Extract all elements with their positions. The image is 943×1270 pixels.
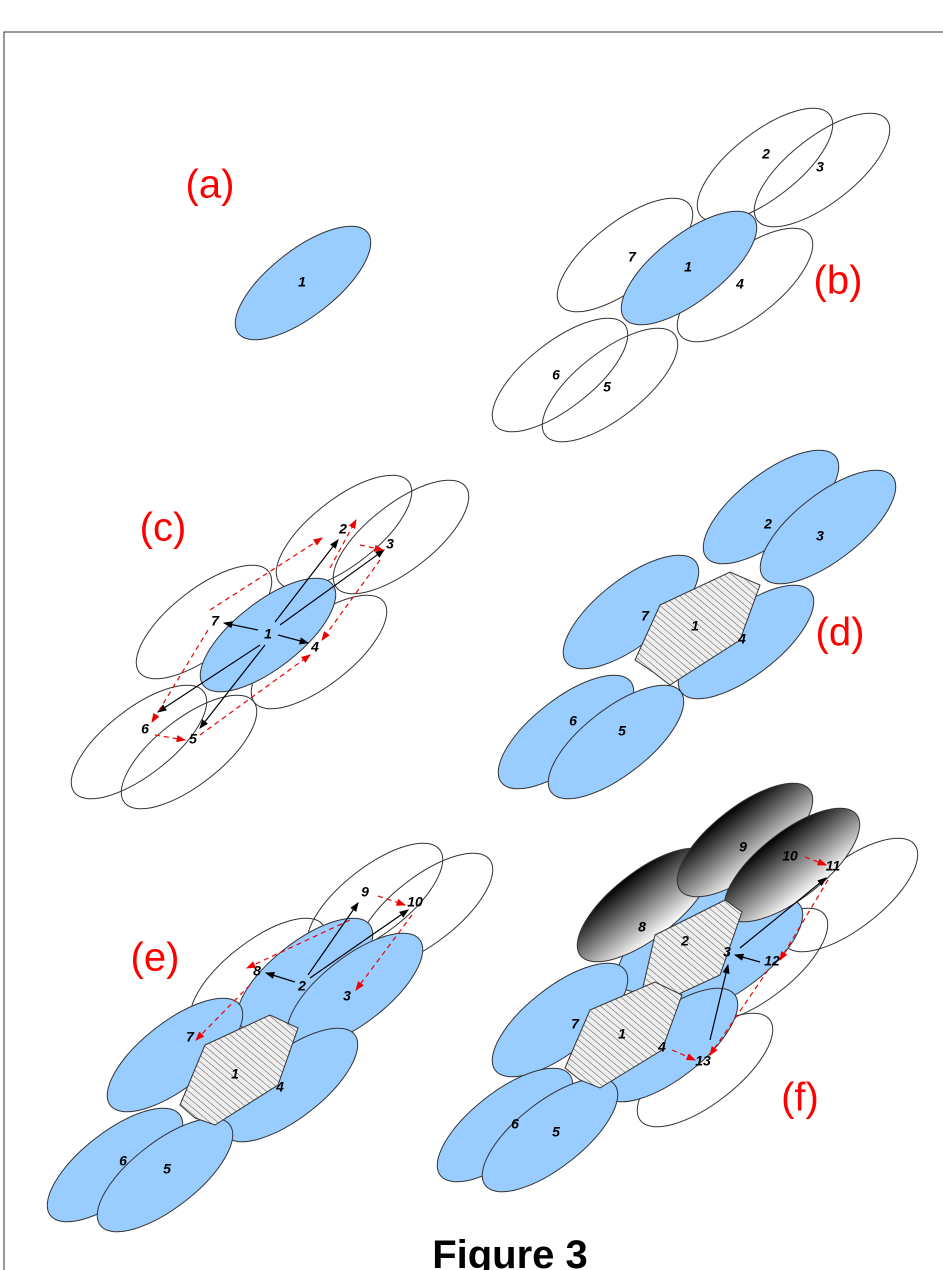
node-label: 8 xyxy=(638,919,646,935)
node-label: 9 xyxy=(361,884,369,900)
panel-label: (f) xyxy=(781,1076,819,1120)
ellipse xyxy=(680,89,850,242)
node-label: 7 xyxy=(641,608,650,624)
panel-label: (b) xyxy=(814,259,863,303)
node-label: 5 xyxy=(163,1161,171,1177)
node-label: 6 xyxy=(141,721,149,737)
node-label: 12 xyxy=(764,953,780,969)
ellipse xyxy=(104,676,274,829)
node-label: 1 xyxy=(231,1066,239,1082)
panel-e: (e) 9 10 8 2 3 7 1 4 6 5 xyxy=(30,824,510,1252)
panel-label: (c) xyxy=(140,506,187,550)
node-label: 4 xyxy=(657,1039,666,1055)
node-label: 3 xyxy=(723,944,731,960)
node-label: 2 xyxy=(763,516,772,532)
node-label: 1 xyxy=(684,259,692,275)
panel-d: (d) 2 3 7 1 4 6 5 xyxy=(481,431,913,819)
ellipse xyxy=(316,461,486,614)
node-label: 4 xyxy=(275,1079,284,1095)
node-label: 11 xyxy=(826,858,841,874)
node-label: 3 xyxy=(816,159,824,175)
node-label: 6 xyxy=(552,367,560,383)
node-label: 7 xyxy=(571,1016,580,1032)
panel-label: (d) xyxy=(816,611,865,655)
node-label: 5 xyxy=(552,1124,560,1140)
node-label: 5 xyxy=(618,723,626,739)
node-label: 1 xyxy=(264,626,272,642)
node-label: 2 xyxy=(297,978,306,994)
node-label: 10 xyxy=(407,894,423,910)
panel-c: (c) 2 3 7 1 4 6 5 xyxy=(54,456,486,829)
node-label: 3 xyxy=(816,528,824,544)
node-label: 2 xyxy=(761,146,770,162)
panel-a: (a) 1 xyxy=(186,163,388,360)
figure-title: Figure 3 xyxy=(432,1233,588,1270)
node-label: 1 xyxy=(691,618,699,634)
node-label: 2 xyxy=(680,933,689,949)
node-label: 6 xyxy=(119,1153,127,1169)
node-label: 3 xyxy=(386,536,394,552)
node-label: 7 xyxy=(211,613,220,629)
node-label: 5 xyxy=(603,379,611,395)
node-label: 2 xyxy=(338,521,347,537)
node-label: 13 xyxy=(695,1053,711,1069)
node-label: 1 xyxy=(298,274,306,290)
node-label: 7 xyxy=(186,1029,195,1045)
figure: (a) 1 (b) 2 3 7 1 4 6 5 (c) 2 3 7 1 4 6 … xyxy=(0,0,943,1270)
ellipse xyxy=(54,666,224,819)
node-label: 4 xyxy=(735,276,744,292)
node-label: 4 xyxy=(310,639,319,655)
node-label: 9 xyxy=(739,839,747,855)
node-label: 3 xyxy=(343,988,351,1004)
panel-b: (b) 2 3 7 1 4 6 5 xyxy=(475,89,907,462)
node-label: 6 xyxy=(511,1116,519,1132)
node-label: 1 xyxy=(618,1026,626,1042)
node-label: 10 xyxy=(782,848,798,864)
node-label: 4 xyxy=(737,631,746,647)
panel-label: (e) xyxy=(131,936,180,980)
ellipse xyxy=(475,299,645,452)
panel-f: (f) 9 10 11 8 2 3 12 7 1 4 13 6 5 xyxy=(420,764,935,1212)
panel-label: (a) xyxy=(186,163,235,207)
node-label: 7 xyxy=(628,249,637,265)
node-label: 6 xyxy=(569,713,577,729)
node-label: 8 xyxy=(253,963,261,979)
node-label: 5 xyxy=(189,731,197,747)
